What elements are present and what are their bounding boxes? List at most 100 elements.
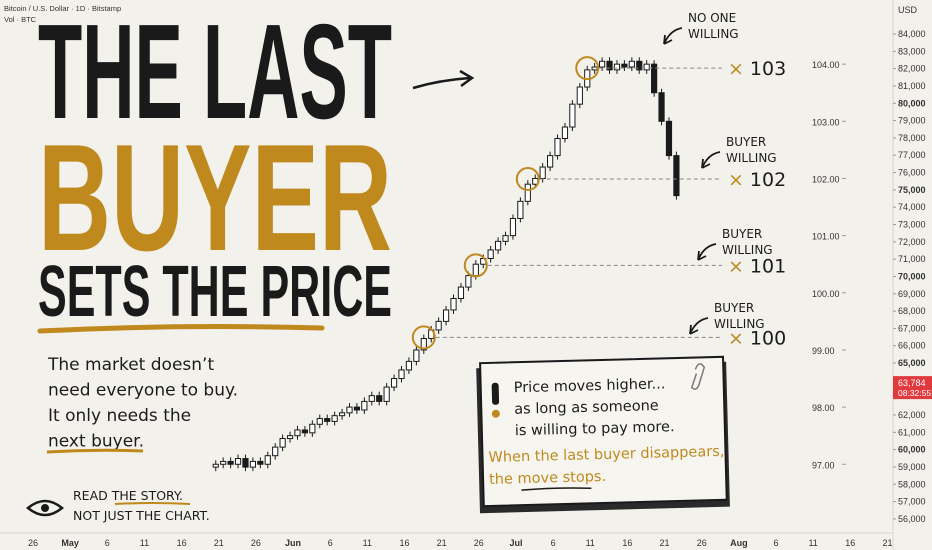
y2-tick-label: 81,000	[898, 81, 926, 91]
y2-tick-label: 59,000	[898, 462, 926, 472]
candle-body	[472, 263, 479, 277]
level-circle	[575, 56, 600, 81]
candle-body	[220, 460, 227, 465]
x-tick-label: 16	[399, 538, 409, 548]
x-tick-label: 6	[105, 538, 110, 548]
arrow-head	[459, 69, 475, 88]
candle-body	[294, 429, 301, 437]
y2-tick-label: 73,000	[898, 220, 926, 230]
eye-icon	[41, 504, 49, 512]
x-tick-label: Jun	[285, 538, 301, 548]
last-price-box	[893, 376, 932, 400]
candle-body	[509, 217, 517, 237]
y2-tick-label: 57,000	[898, 497, 926, 507]
candle-body	[554, 137, 561, 157]
y-tick-label: 103.00	[812, 117, 840, 127]
note-line: Price moves higher...	[514, 376, 666, 396]
y2-tick-label: 83,000	[898, 46, 926, 56]
candle-body	[383, 386, 390, 402]
candle-body	[606, 60, 613, 71]
candle-body	[316, 418, 323, 425]
level-arrow	[663, 27, 683, 45]
underline	[37, 324, 325, 334]
candle-body	[376, 395, 383, 402]
candle-body	[524, 183, 531, 202]
y-tick-label: 102.00	[812, 174, 840, 184]
level-caption: WILLING	[726, 151, 777, 165]
candle-body	[413, 349, 420, 362]
underline	[114, 502, 191, 505]
y2-tick-label: 72,000	[898, 237, 926, 247]
underline	[46, 448, 144, 454]
y-tick-label: 99.00	[812, 346, 835, 356]
exclamation-icon	[491, 382, 500, 405]
note-line: as long as someone	[514, 398, 659, 418]
chart-header: Bitcoin / U.S. Dollar · 1D · Bitstamp	[4, 4, 121, 13]
level-arrow	[697, 243, 717, 261]
level-value: 100	[750, 327, 786, 349]
candle-body	[234, 458, 242, 465]
x-tick-label: 11	[808, 538, 817, 548]
level-mark: ×	[728, 58, 744, 80]
candle-body	[353, 406, 361, 411]
title-line: SETS THE PRICE	[38, 252, 392, 332]
x-tick-label: 6	[773, 538, 778, 548]
x-tick-label: Jul	[509, 538, 522, 548]
x-tick-label: 21	[882, 538, 892, 548]
candle-body	[465, 275, 472, 288]
y2-tick-label: 79,000	[898, 116, 926, 126]
note-highlight: the move stops.	[489, 469, 606, 488]
y2-tick-label: 61,000	[898, 427, 926, 437]
y2-tick-label: 84,000	[898, 29, 926, 39]
candle-body	[227, 460, 234, 465]
candle-body	[249, 460, 257, 468]
candle-body	[621, 63, 628, 68]
y2-tick-label: 71,000	[898, 254, 926, 264]
x-tick-label: 6	[328, 538, 333, 548]
candle-body	[539, 166, 546, 179]
level-circle	[515, 167, 540, 192]
title-line: BUYER	[38, 113, 392, 283]
x-tick-label: 16	[845, 538, 855, 548]
candle-body	[398, 369, 405, 380]
y-tick-label: 98.00	[812, 403, 835, 413]
level-caption: WILLING	[714, 317, 765, 331]
candle-body	[576, 86, 583, 105]
level-circle	[463, 253, 488, 278]
y2-tick-label: 78,000	[898, 133, 926, 143]
y-tick-label: 100.00	[812, 289, 840, 299]
level-arrow	[701, 151, 721, 169]
last-price-label: 63,784	[898, 378, 926, 388]
candle-body	[272, 446, 279, 457]
x-tick-label: 6	[551, 538, 556, 548]
y2-tick-label: 82,000	[898, 64, 926, 74]
candle-body	[494, 240, 502, 251]
y2-tick-label: 68,000	[898, 306, 926, 316]
candle-body	[547, 155, 554, 168]
footer-line: NOT JUST THE CHART.	[73, 508, 210, 523]
y-tick-label: 101.00	[812, 232, 840, 242]
candle-body	[502, 235, 509, 242]
y2-tick-label: 80,000	[898, 98, 926, 108]
y2-tick-label: 76,000	[898, 168, 926, 178]
y2-tick-label: 75,000	[898, 185, 926, 195]
note-highlight: When the last buyer disappears,	[488, 444, 724, 466]
y2-tick-label: 58,000	[898, 479, 926, 489]
x-tick-label: 26	[28, 538, 38, 548]
x-tick-label: 21	[660, 538, 670, 548]
candle-body	[613, 63, 621, 71]
level-mark: ×	[728, 169, 744, 191]
x-tick-label: Aug	[730, 538, 748, 548]
candle-body	[390, 378, 398, 388]
level-caption: WILLING	[722, 243, 773, 257]
candle-body	[450, 298, 457, 311]
y2-tick-label: 67,000	[898, 323, 926, 333]
title-line: THE LAST	[38, 0, 392, 147]
candle-body	[257, 460, 264, 465]
level-value: 101	[750, 255, 786, 277]
y2-tick-label: 74,000	[898, 202, 926, 212]
eye-icon	[26, 499, 64, 517]
candle-body	[264, 455, 271, 465]
body-line: next buyer.	[48, 432, 144, 452]
